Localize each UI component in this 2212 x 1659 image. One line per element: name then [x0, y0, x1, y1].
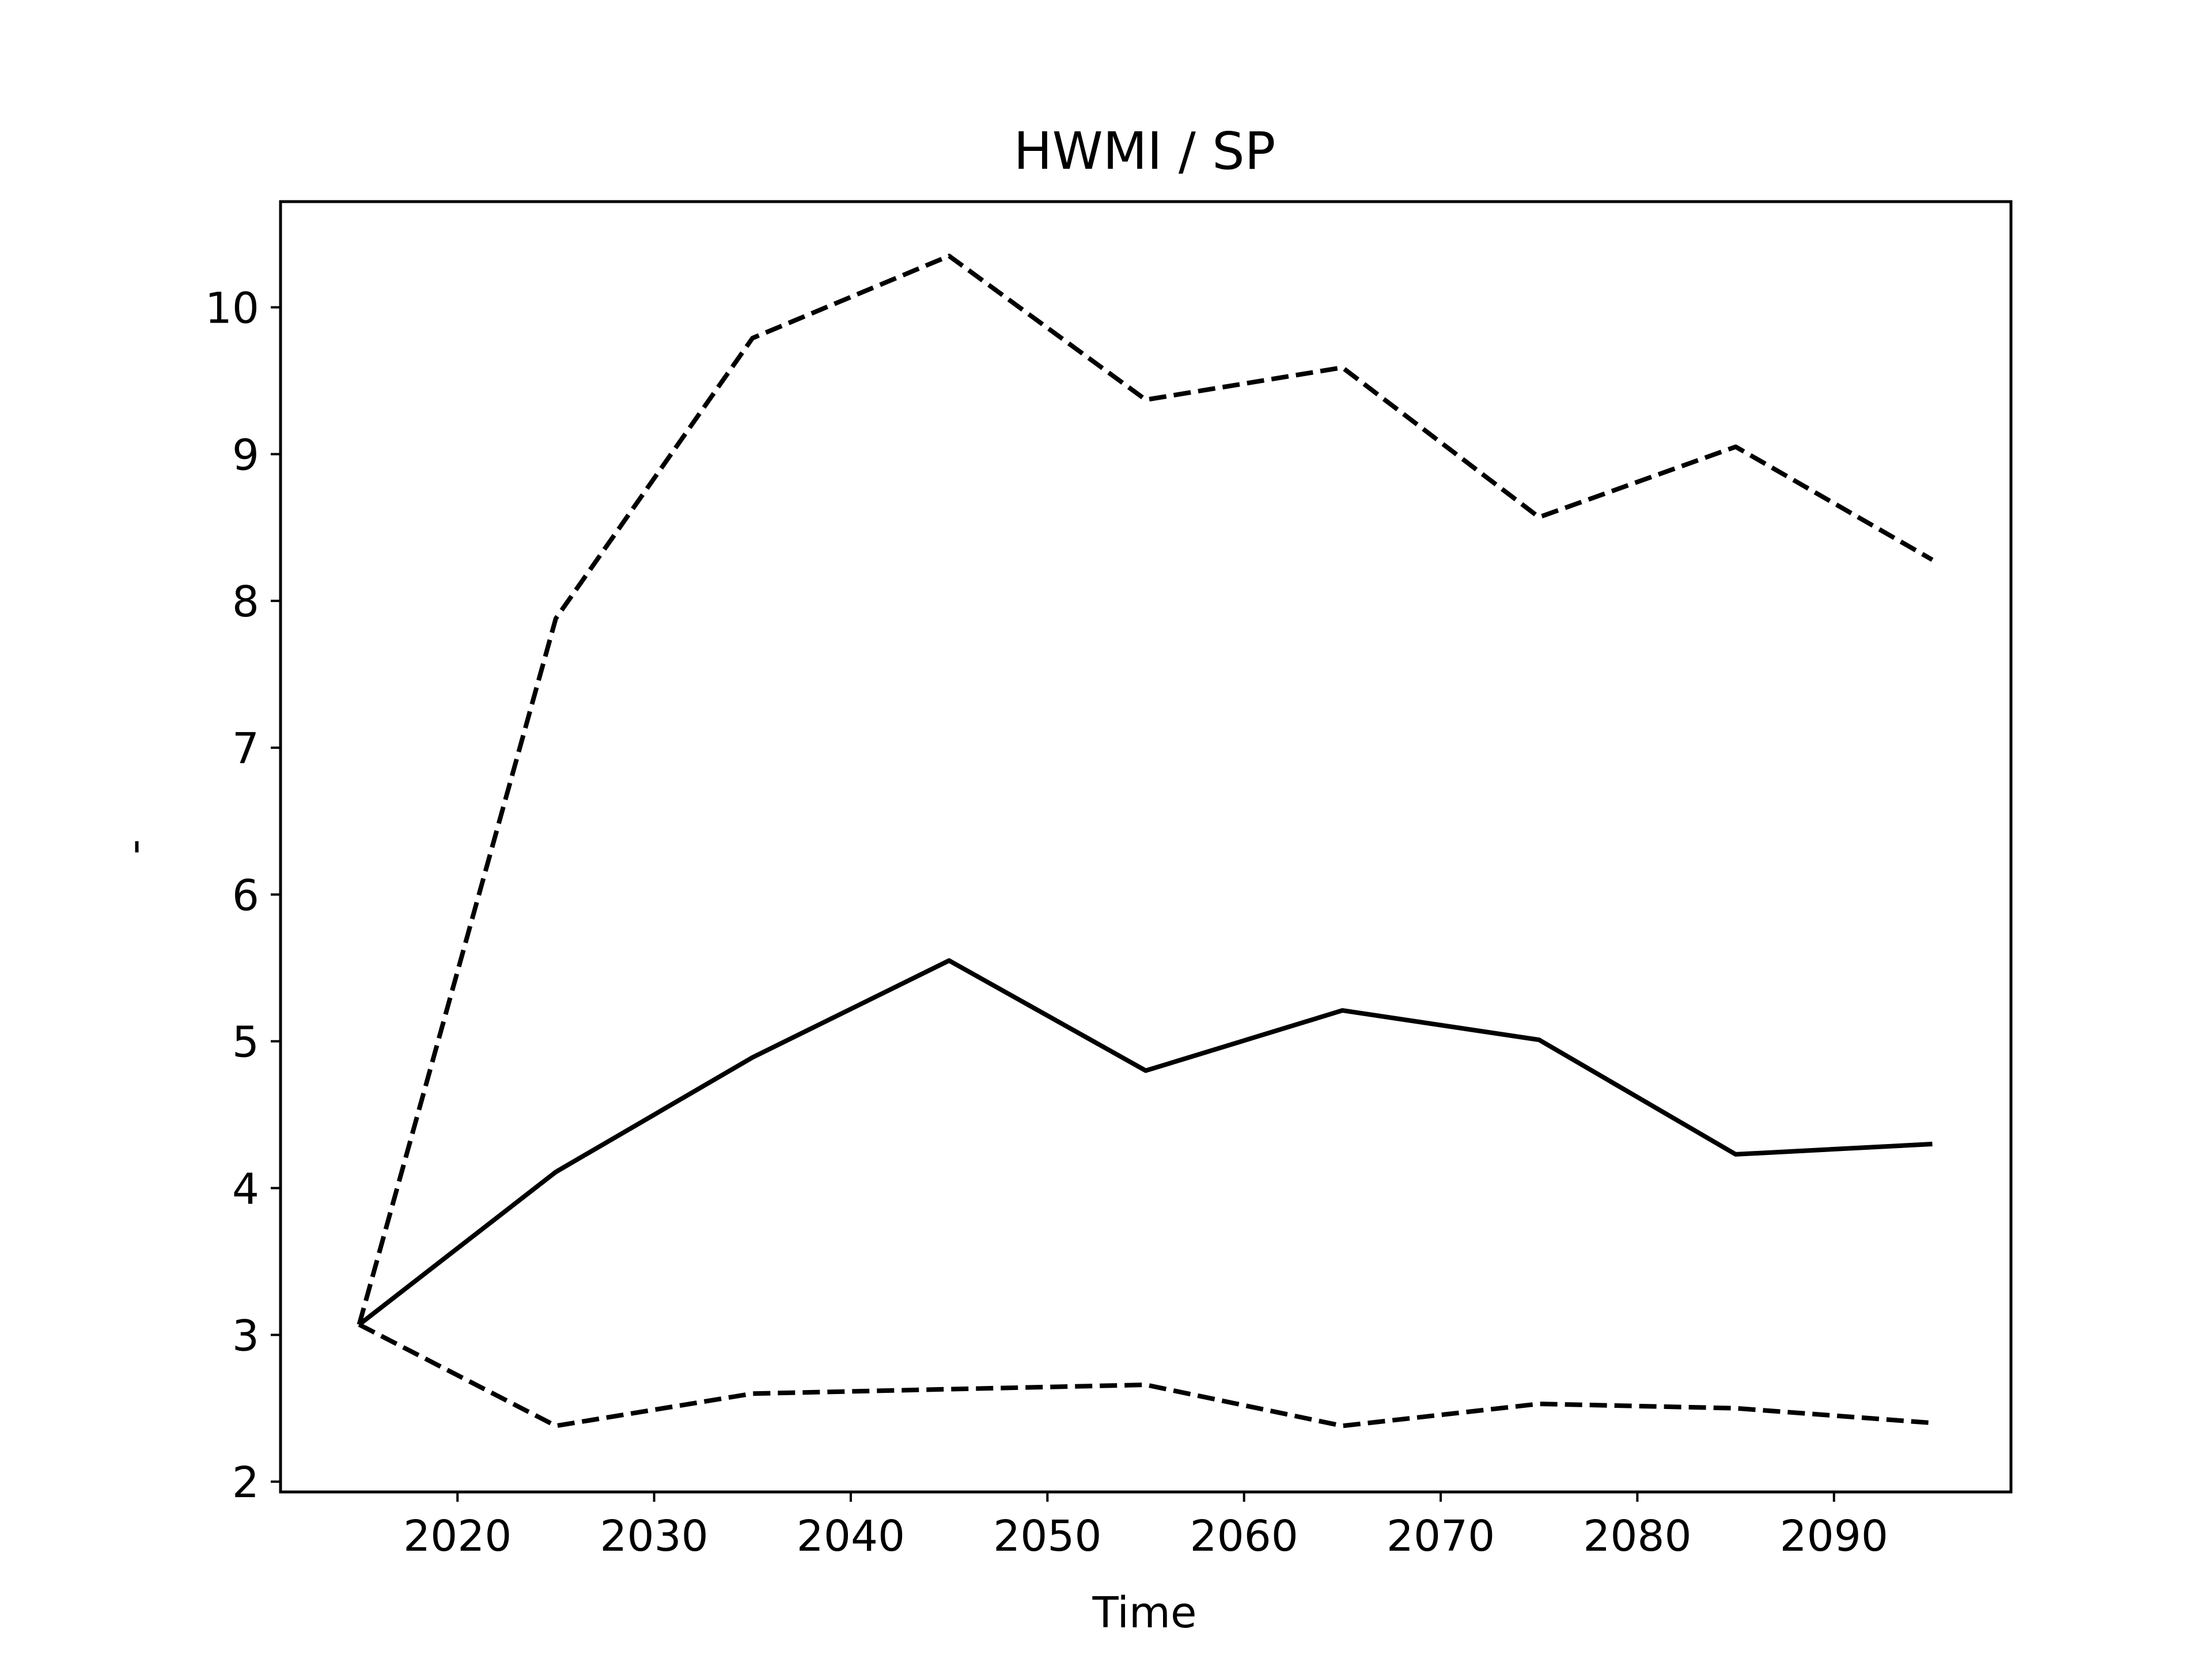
x-tick-label: 2090 [1780, 1512, 1888, 1561]
y-tick-label: 4 [232, 1164, 259, 1214]
y-tick-label: 5 [232, 1018, 259, 1067]
x-tick-label: 2020 [403, 1512, 512, 1561]
y-tick-label: 6 [232, 871, 259, 921]
y-tick-label: 7 [232, 724, 259, 774]
chart-title: HWMI / SP [1014, 121, 1276, 181]
y-tick-label: 3 [232, 1311, 259, 1361]
y-axis-label: - [109, 839, 159, 855]
series-line-3 [358, 1322, 1933, 1429]
series-line-1 [357, 253, 1934, 1325]
x-axis: 2020 2030 2040 2050 2060 2070 2080 2090 [403, 1492, 1888, 1561]
y-tick-label: 9 [232, 430, 259, 480]
y-tick-label: 8 [232, 577, 259, 627]
y-axis: 2 3 4 5 6 7 8 9 10 [205, 283, 281, 1508]
x-tick-label: 2080 [1583, 1512, 1691, 1561]
series-layer [357, 253, 1934, 1429]
x-tick-label: 2040 [797, 1512, 905, 1561]
y-tick-label: 2 [232, 1458, 259, 1508]
plot-frame [279, 200, 2013, 1494]
x-tick-label: 2030 [600, 1512, 708, 1561]
series-line-2 [358, 958, 1933, 1327]
x-axis-label: Time [1092, 1588, 1196, 1638]
x-tick-label: 2060 [1190, 1512, 1298, 1561]
x-tick-label: 2050 [993, 1512, 1101, 1561]
y-tick-label: 10 [205, 283, 259, 333]
x-tick-label: 2070 [1387, 1512, 1495, 1561]
